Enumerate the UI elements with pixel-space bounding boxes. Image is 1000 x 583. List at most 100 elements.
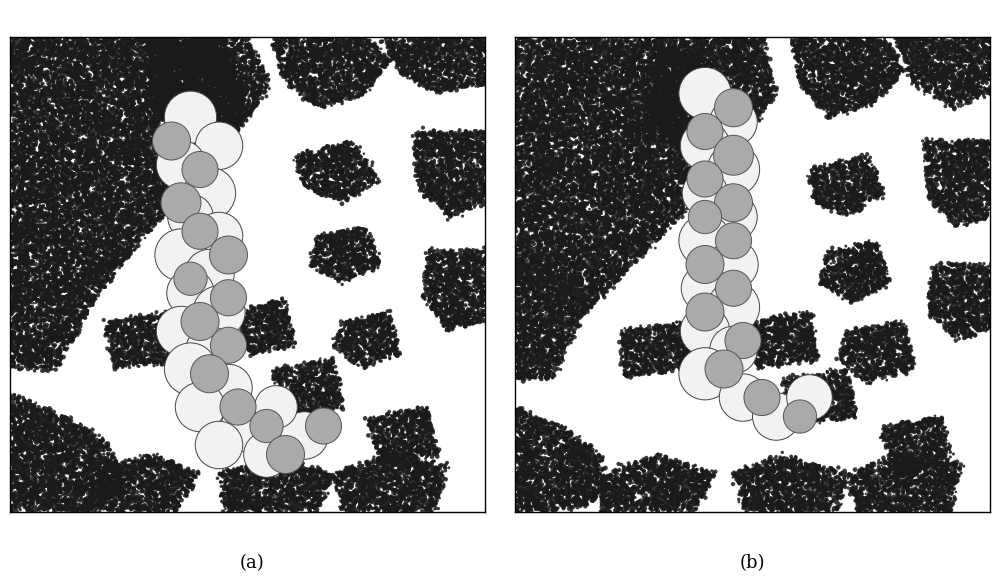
- Point: [666, 63, 682, 72]
- Point: [536, 132, 552, 141]
- Point: [515, 122, 531, 131]
- Point: [791, 498, 807, 507]
- Point: [522, 247, 538, 256]
- Point: [415, 417, 431, 427]
- Point: [933, 466, 949, 475]
- Point: [302, 484, 318, 494]
- Point: [92, 474, 108, 483]
- Point: [862, 468, 878, 477]
- Point: [625, 46, 641, 55]
- Point: [10, 286, 26, 295]
- Point: [832, 282, 848, 291]
- Point: [975, 189, 991, 199]
- Point: [57, 43, 73, 52]
- Point: [952, 174, 968, 183]
- Point: [514, 404, 530, 413]
- Point: [759, 346, 775, 355]
- Point: [661, 99, 677, 108]
- Point: [467, 172, 483, 181]
- Point: [907, 490, 923, 500]
- Point: [46, 340, 62, 350]
- Point: [424, 80, 440, 89]
- Point: [785, 465, 801, 475]
- Point: [660, 31, 676, 41]
- Point: [526, 252, 542, 262]
- Point: [98, 48, 114, 58]
- Point: [76, 171, 92, 181]
- Point: [701, 107, 717, 116]
- Point: [204, 79, 220, 88]
- Point: [902, 436, 918, 445]
- Point: [398, 51, 414, 61]
- Point: [767, 501, 783, 510]
- Point: [82, 51, 98, 61]
- Point: [636, 239, 652, 248]
- Point: [622, 333, 638, 342]
- Point: [576, 101, 592, 110]
- Point: [13, 64, 29, 73]
- Point: [205, 66, 221, 76]
- Point: [418, 40, 434, 50]
- Point: [909, 449, 925, 458]
- Point: [533, 228, 549, 237]
- Point: [216, 38, 232, 47]
- Point: [612, 485, 628, 494]
- Point: [306, 403, 322, 413]
- Point: [327, 152, 343, 161]
- Point: [64, 80, 80, 89]
- Point: [857, 166, 873, 175]
- Point: [961, 68, 977, 77]
- Point: [29, 452, 45, 461]
- Point: [256, 498, 272, 507]
- Point: [891, 335, 907, 345]
- Point: [196, 73, 212, 83]
- Point: [389, 347, 405, 357]
- Point: [240, 464, 256, 473]
- Point: [850, 36, 866, 45]
- Point: [777, 326, 793, 336]
- Point: [713, 108, 729, 118]
- Point: [162, 494, 178, 504]
- Point: [441, 164, 457, 173]
- Point: [251, 464, 267, 473]
- Point: [44, 231, 60, 241]
- Point: [935, 61, 951, 70]
- Point: [941, 162, 957, 171]
- Point: [303, 490, 319, 499]
- Point: [820, 412, 836, 421]
- Point: [136, 461, 152, 470]
- Point: [894, 34, 910, 43]
- Point: [234, 103, 250, 112]
- Point: [93, 138, 109, 147]
- Point: [606, 86, 622, 95]
- Point: [817, 408, 833, 417]
- Point: [181, 50, 197, 59]
- Point: [226, 100, 242, 110]
- Point: [580, 192, 596, 201]
- Point: [981, 178, 997, 188]
- Point: [914, 421, 930, 430]
- Point: [128, 68, 144, 77]
- Point: [816, 373, 832, 382]
- Point: [420, 265, 436, 274]
- Point: [44, 454, 60, 463]
- Point: [636, 106, 652, 115]
- Point: [559, 436, 575, 445]
- Point: [41, 429, 57, 438]
- Point: [91, 441, 107, 450]
- Point: [884, 440, 900, 449]
- Point: [60, 69, 76, 78]
- Point: [206, 68, 222, 78]
- Point: [606, 155, 622, 164]
- Point: [126, 245, 142, 255]
- Point: [544, 230, 560, 239]
- Point: [100, 129, 116, 139]
- Point: [337, 43, 353, 52]
- Point: [54, 272, 70, 281]
- Point: [439, 289, 455, 298]
- Point: [69, 96, 85, 106]
- Point: [832, 272, 848, 282]
- Point: [187, 55, 203, 64]
- Point: [706, 67, 722, 76]
- Point: [251, 72, 267, 81]
